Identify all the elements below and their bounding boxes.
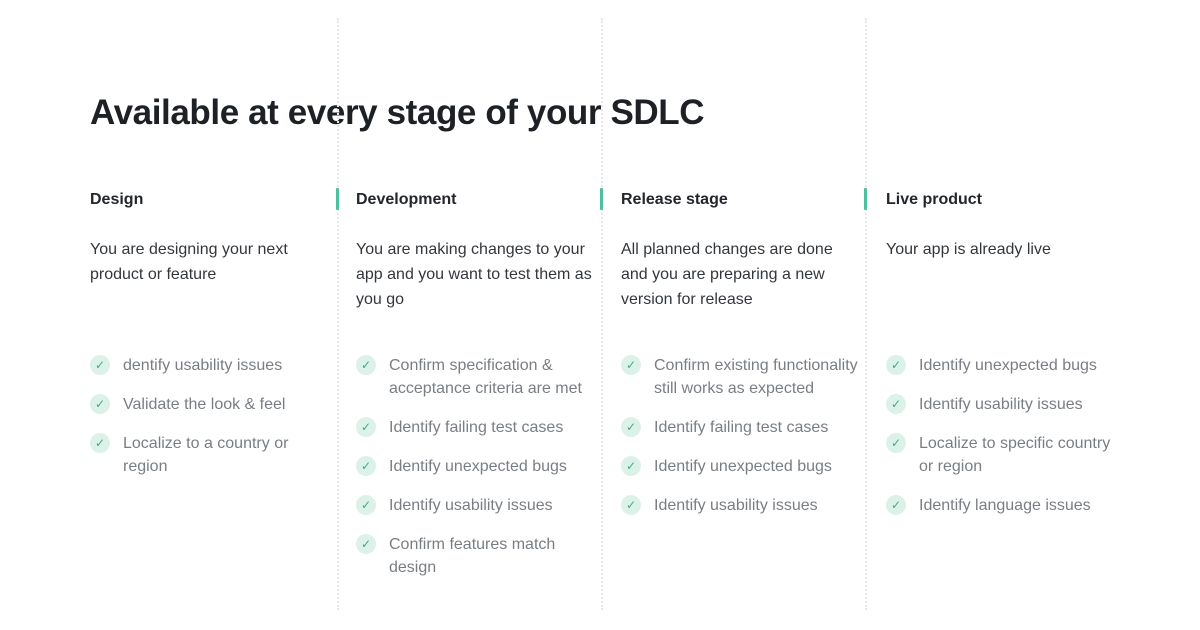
list-item: ✓ Identify failing test cases <box>621 416 859 439</box>
check-icon: ✓ <box>886 495 906 515</box>
list-item-label: Identify unexpected bugs <box>654 458 832 475</box>
list-item-label: Confirm existing functionality still wor… <box>654 357 858 397</box>
check-icon: ✓ <box>621 355 641 375</box>
list-item: ✓ Identify usability issues <box>886 393 1124 416</box>
stage-check-list: ✓ Confirm existing functionality still w… <box>621 354 859 533</box>
column-divider <box>337 18 339 610</box>
list-item: ✓ dentify usability issues <box>90 354 328 377</box>
check-icon: ✓ <box>90 394 110 414</box>
page-title: Available at every stage of your SDLC <box>90 93 705 133</box>
stage-column-development: Development You are making changes to yo… <box>356 190 594 576</box>
list-item: ✓ Confirm specification & acceptance cri… <box>356 354 594 400</box>
stage-title: Design <box>90 191 144 208</box>
stage-title: Development <box>356 191 457 208</box>
accent-bar <box>864 188 867 210</box>
stage-description: Your app is already live <box>886 241 1051 258</box>
list-item: ✓ Identify unexpected bugs <box>886 354 1124 377</box>
check-icon: ✓ <box>886 433 906 453</box>
stage-check-list: ✓ dentify usability issues ✓ Validate th… <box>90 354 328 494</box>
list-item-label: Identify usability issues <box>389 497 553 514</box>
list-item-label: Identify unexpected bugs <box>919 357 1097 374</box>
list-item: ✓ Localize to a country or region <box>90 432 328 478</box>
check-icon: ✓ <box>90 433 110 453</box>
list-item-label: Localize to specific country or region <box>919 435 1111 475</box>
list-item: ✓ Identify usability issues <box>621 494 859 517</box>
list-item-label: Identify usability issues <box>654 497 818 514</box>
column-divider <box>601 18 603 610</box>
list-item-label: Identify failing test cases <box>654 419 829 436</box>
list-item: ✓ Confirm features match design <box>356 533 594 579</box>
check-icon: ✓ <box>886 355 906 375</box>
list-item: ✓ Identify usability issues <box>356 494 594 517</box>
stage-description: You are designing your next product or f… <box>90 241 288 283</box>
list-item-label: Localize to a country or region <box>123 435 289 475</box>
list-item: ✓ Identify failing test cases <box>356 416 594 439</box>
stage-column-live: Live product Your app is already live ✓ … <box>886 190 1124 515</box>
stage-title: Release stage <box>621 191 728 208</box>
list-item: ✓ Identify unexpected bugs <box>621 455 859 478</box>
column-divider <box>865 18 867 610</box>
list-item-label: dentify usability issues <box>123 357 283 374</box>
list-item-label: Identify unexpected bugs <box>389 458 567 475</box>
stage-description: You are making changes to your app and y… <box>356 241 592 308</box>
list-item: ✓ Identify unexpected bugs <box>356 455 594 478</box>
check-icon: ✓ <box>356 355 376 375</box>
list-item-label: Confirm features match design <box>389 536 556 576</box>
check-icon: ✓ <box>356 534 376 554</box>
stage-column-design: Design You are designing your next produ… <box>90 190 328 475</box>
list-item-label: Identify language issues <box>919 497 1091 514</box>
stage-title: Live product <box>886 191 983 208</box>
check-icon: ✓ <box>90 355 110 375</box>
list-item: ✓ Confirm existing functionality still w… <box>621 354 859 400</box>
check-icon: ✓ <box>621 417 641 437</box>
accent-bar <box>336 188 339 210</box>
stage-check-list: ✓ Identify unexpected bugs ✓ Identify us… <box>886 354 1124 533</box>
list-item-label: Validate the look & feel <box>123 396 286 413</box>
list-item-label: Identify usability issues <box>919 396 1083 413</box>
stage-check-list: ✓ Confirm specification & acceptance cri… <box>356 354 594 595</box>
check-icon: ✓ <box>356 495 376 515</box>
list-item-label: Identify failing test cases <box>389 419 564 436</box>
stage-column-release: Release stage All planned changes are do… <box>621 190 859 515</box>
stage-description: All planned changes are done and you are… <box>621 241 833 308</box>
accent-bar <box>600 188 603 210</box>
check-icon: ✓ <box>621 495 641 515</box>
list-item-label: Confirm specification & acceptance crite… <box>389 357 582 397</box>
check-icon: ✓ <box>621 456 641 476</box>
check-icon: ✓ <box>356 417 376 437</box>
list-item: ✓ Localize to specific country or region <box>886 432 1124 478</box>
list-item: ✓ Identify language issues <box>886 494 1124 517</box>
list-item: ✓ Validate the look & feel <box>90 393 328 416</box>
check-icon: ✓ <box>356 456 376 476</box>
check-icon: ✓ <box>886 394 906 414</box>
